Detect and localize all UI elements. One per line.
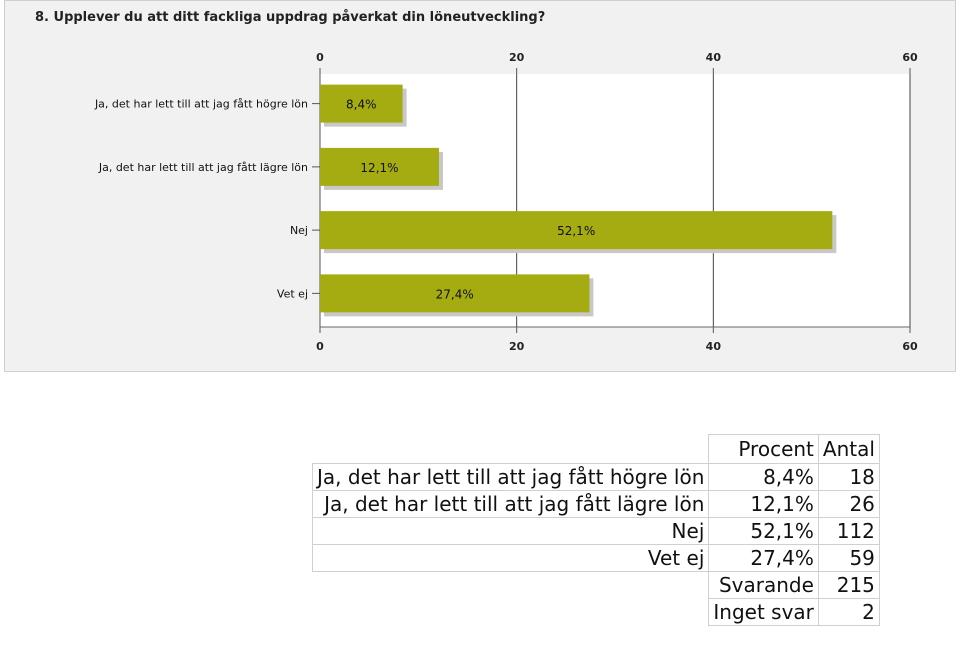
- row-label: Nej: [311, 517, 710, 545]
- bar-value-label: 27,4%: [436, 287, 474, 301]
- row-count: 112: [817, 517, 880, 545]
- header-count: Antal: [817, 434, 880, 464]
- bar-chart: 0 0 20 20 40 40 60 60 Ja, det har lett till att …: [94, 51, 918, 353]
- x-tick-label-bottom: 60: [902, 340, 918, 353]
- table-row: Ja, det har lett till att jag fått lägre…: [311, 490, 880, 518]
- table-row: Nej 52,1% 112: [311, 517, 880, 545]
- row-label: Ja, det har lett till att jag fått högre…: [311, 463, 710, 491]
- total-label: Svarande: [708, 571, 819, 599]
- chart-title: 8. Upplever du att ditt fackliga uppdrag…: [35, 10, 546, 25]
- category-label: Ja, det har lett till att jag fått lägre…: [98, 161, 308, 174]
- bar: [320, 147, 439, 186]
- row-percent: 12,1%: [708, 490, 819, 518]
- row-count: 59: [817, 544, 880, 572]
- category-label: Vet ej: [277, 287, 308, 300]
- row-percent: 27,4%: [708, 544, 819, 572]
- x-tick-label-top: 40: [706, 51, 722, 64]
- row-percent: 8,4%: [708, 463, 819, 491]
- total-count: 215: [817, 571, 880, 599]
- table-total-row: Inget svar 2: [313, 598, 880, 626]
- x-tick-label-top: 20: [509, 51, 525, 64]
- total-label: Inget svar: [708, 598, 819, 626]
- bar: [320, 211, 833, 250]
- row-count: 26: [817, 490, 880, 518]
- category-label: Ja, det har lett till att jag fått högre…: [94, 98, 308, 111]
- row-label: Vet ej: [311, 544, 710, 572]
- summary-table: Procent Antal Ja, det har lett till att …: [311, 434, 880, 626]
- x-tick-label-top: 60: [902, 51, 918, 64]
- category-label: Nej: [290, 224, 308, 237]
- total-count: 2: [817, 598, 880, 626]
- header-percent: Procent: [708, 434, 819, 464]
- bar-value-label: 12,1%: [360, 161, 398, 175]
- bar-value-label: 52,1%: [557, 224, 595, 238]
- x-tick-label-top: 0: [316, 51, 324, 64]
- x-tick-label-bottom: 40: [706, 340, 722, 353]
- row-count: 18: [817, 463, 880, 491]
- row-percent: 52,1%: [708, 517, 819, 545]
- table-row: Ja, det har lett till att jag fått högre…: [311, 463, 880, 491]
- bar: [320, 274, 590, 313]
- bar-value-label: 8,4%: [346, 98, 377, 112]
- bar: [320, 84, 403, 123]
- row-label: Ja, det har lett till att jag fått lägre…: [311, 490, 710, 518]
- table-total-row: Svarande 215: [313, 571, 880, 599]
- x-tick-label-bottom: 0: [316, 340, 324, 353]
- table-row: Vet ej 27,4% 59: [311, 544, 880, 572]
- table-header-row: Procent Antal: [313, 434, 880, 464]
- x-tick-label-bottom: 20: [509, 340, 525, 353]
